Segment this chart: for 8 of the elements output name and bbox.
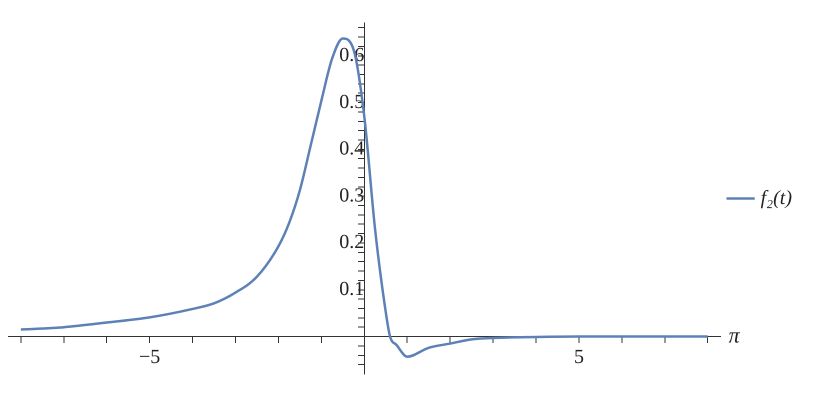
x-tick-label: 5 [574,346,584,368]
x-tick-label: −5 [139,346,160,368]
y-tick-label: 0.4 [339,138,364,160]
y-tick-label: 0.3 [339,184,364,206]
y-tick-label: 0.2 [339,231,364,254]
x-axis-title: π [728,322,741,348]
y-tick-label: 0.1 [339,278,364,300]
legend-label: f₂(t) [760,186,792,209]
